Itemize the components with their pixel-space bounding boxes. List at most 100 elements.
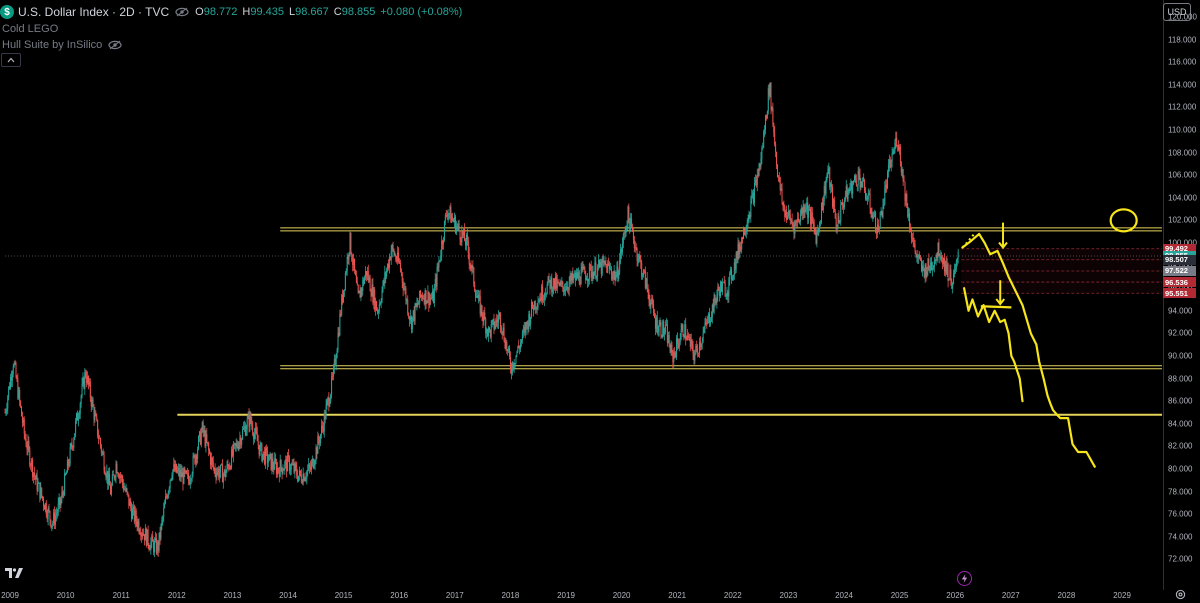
candle-body [486, 329, 488, 334]
candle-body [304, 478, 306, 481]
collapse-indicators-button[interactable] [1, 53, 21, 67]
candle-body [865, 190, 867, 200]
candle-body [933, 261, 935, 268]
candle-body [123, 488, 125, 490]
candle-body [859, 174, 861, 188]
candle-body [622, 233, 624, 244]
candle-body [530, 317, 532, 325]
gear-icon[interactable] [1175, 589, 1186, 600]
candle-body [319, 441, 321, 443]
open-label: O [195, 6, 204, 18]
eye-icon[interactable] [175, 7, 189, 17]
candle-body [258, 444, 260, 455]
candle-body [64, 473, 66, 496]
candle-body [132, 506, 134, 510]
candle-body [477, 294, 479, 299]
candle-body [529, 314, 531, 325]
symbol-logo[interactable]: $ [0, 5, 14, 19]
candle-body [807, 202, 809, 218]
candle-body [857, 170, 859, 185]
candle-body [393, 249, 395, 256]
candle-body [370, 291, 372, 297]
candle-body [277, 468, 279, 471]
candle-body [907, 207, 909, 217]
candle-body [203, 430, 205, 432]
candle-body [657, 331, 659, 333]
candle-body [172, 469, 174, 477]
candle-body [513, 364, 515, 369]
candle-body [42, 496, 44, 499]
candle-body [793, 224, 795, 234]
indicator-hull-suite[interactable]: Hull Suite by InSilico [2, 37, 128, 53]
candle-body [509, 356, 511, 369]
indicator-cold-lego[interactable]: Cold LEGO [2, 21, 58, 37]
candle-body [365, 271, 367, 276]
lightning-icon[interactable] [957, 571, 972, 586]
candle-body [754, 179, 756, 183]
candle-body [183, 468, 185, 484]
candle-body [771, 107, 773, 110]
candle-body [211, 457, 213, 462]
candle-body [114, 476, 116, 479]
candle-body [186, 470, 188, 474]
candle-body [784, 206, 786, 217]
candle-body [431, 298, 433, 300]
candle-body [347, 256, 349, 260]
candle-body [22, 419, 24, 424]
candle-body [952, 283, 954, 289]
currency-button[interactable]: USD [1163, 3, 1191, 21]
annotation-circle [1109, 208, 1138, 233]
annotation-path-b [962, 287, 1024, 403]
candle-body [339, 313, 341, 336]
tradingview-logo-icon[interactable] [4, 566, 24, 580]
candle-body [939, 256, 941, 259]
candle-body [604, 260, 606, 264]
candle-body [841, 202, 843, 205]
candle-body [79, 403, 81, 415]
candle-body [381, 290, 383, 302]
candle-body [923, 269, 925, 278]
candle-body [508, 347, 510, 350]
candle-body [488, 327, 490, 330]
candle-body [232, 449, 234, 456]
candle-body [180, 470, 182, 478]
candle-body [207, 442, 209, 444]
candle-body [896, 137, 898, 146]
candle-body [16, 377, 18, 380]
low-label: L [288, 6, 296, 18]
candle-body [409, 316, 411, 321]
candle-body [405, 288, 407, 301]
candle-body [628, 206, 630, 219]
candle-body [175, 464, 177, 471]
candle-body [892, 152, 894, 154]
candle-body [866, 198, 868, 200]
candle-body [398, 252, 400, 262]
eye-icon[interactable] [108, 40, 122, 50]
candle-body [336, 349, 338, 358]
candle-body [58, 497, 60, 504]
candle-body [649, 301, 651, 308]
candle-body [427, 291, 429, 301]
candle-body [610, 268, 612, 275]
candle-body [386, 270, 388, 277]
candle-body [930, 262, 932, 271]
candle-body [833, 199, 835, 212]
candle-body [243, 426, 245, 428]
symbol-title[interactable]: U.S. Dollar Index · 2D · TVC [18, 5, 170, 19]
candle-body [316, 447, 318, 454]
candle-body [385, 272, 387, 277]
candle-body [151, 535, 153, 543]
candle-body [253, 433, 255, 439]
candle-body [201, 422, 203, 432]
y-tick-label: 116.000 [1168, 57, 1197, 67]
candle-body [619, 259, 621, 273]
candle-body [452, 217, 454, 220]
candle-body [131, 507, 133, 519]
candle-body [884, 187, 886, 204]
candle-body [614, 271, 616, 281]
candle-body [572, 272, 574, 280]
candle-body [879, 212, 881, 229]
candle-body [143, 534, 145, 541]
